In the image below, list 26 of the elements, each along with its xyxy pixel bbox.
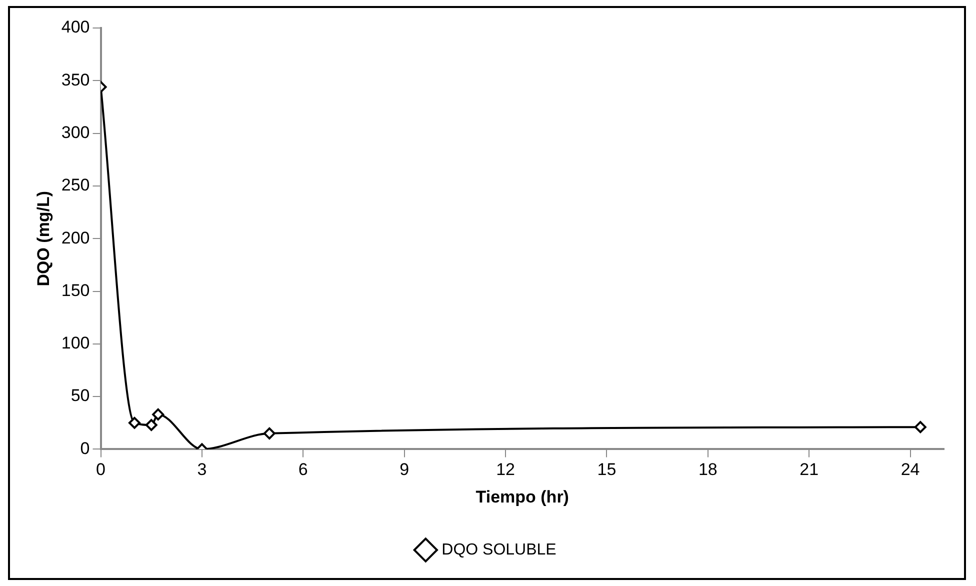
- point: [914, 421, 926, 434]
- point: [263, 427, 276, 440]
- x-tick-label: 24: [900, 460, 920, 480]
- point: [145, 418, 158, 431]
- x-tick-label: 18: [698, 460, 718, 480]
- x-tick-label: 9: [400, 460, 410, 480]
- x-tick-label: 12: [496, 460, 515, 480]
- x-tick-label: 6: [298, 460, 308, 480]
- x-axis-title: Tiempo (hr): [476, 487, 569, 506]
- x-tick-label: 3: [197, 460, 207, 480]
- legend-label: DQO SOLUBLE: [442, 541, 556, 558]
- y-axis-title: DQO (mg/L): [34, 190, 53, 286]
- y-tick-label: 50: [70, 386, 90, 406]
- y-tick-label: 150: [61, 280, 90, 300]
- point: [128, 416, 140, 429]
- x-tick-label: 15: [597, 460, 616, 480]
- x-tick-label: 21: [800, 460, 819, 480]
- y-tick-label: 200: [61, 228, 90, 248]
- y-tick-label: 0: [80, 438, 90, 458]
- x-tick-label: 0: [96, 460, 106, 480]
- y-tick-label: 100: [61, 334, 90, 353]
- y-tick-label: 350: [61, 70, 90, 90]
- y-tick-label: 250: [61, 176, 90, 195]
- y-tick-label: 300: [61, 122, 90, 142]
- y-tick-label: 400: [61, 18, 90, 37]
- point: [152, 408, 164, 420]
